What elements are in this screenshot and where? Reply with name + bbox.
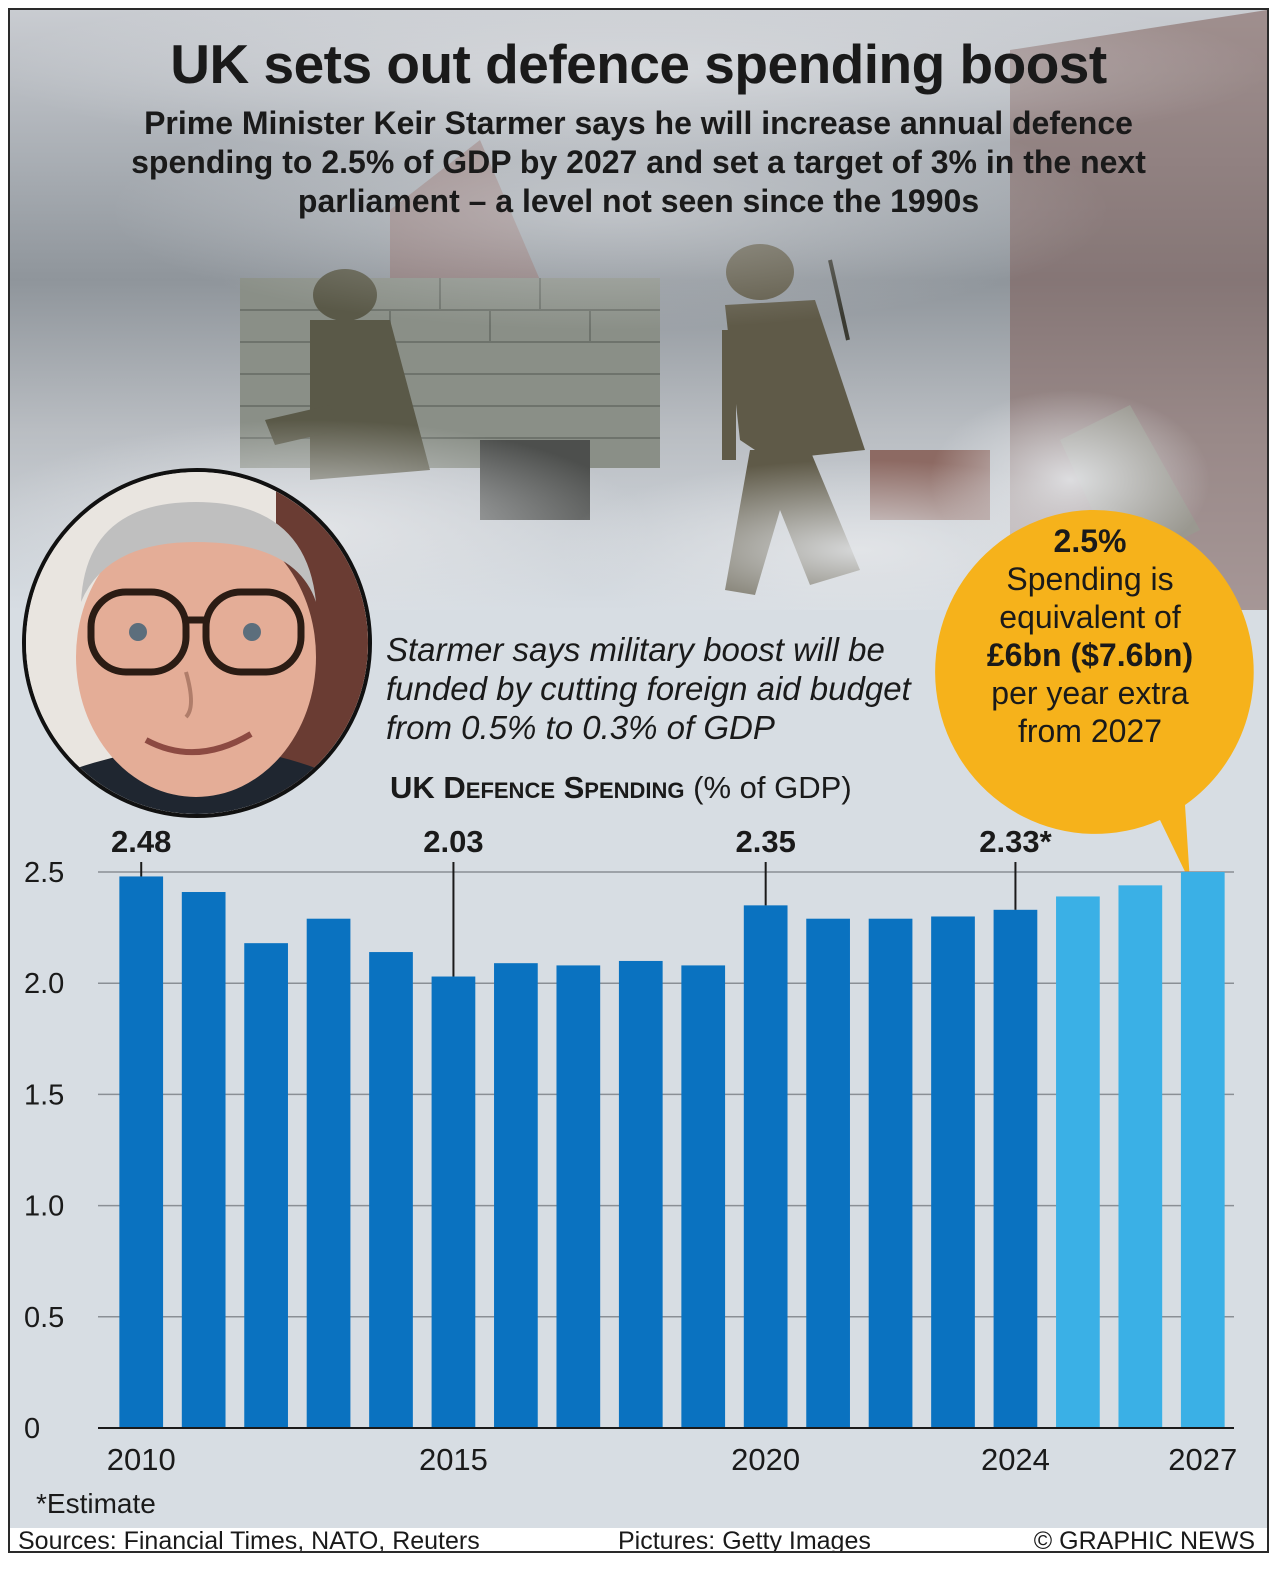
bar-2013 [306, 918, 351, 1428]
bar-2027 [1180, 872, 1225, 1428]
x-tick-label: 2015 [419, 1442, 488, 1477]
callout-line1: Spending is [1006, 561, 1174, 597]
x-tick-label: 2024 [981, 1442, 1050, 1477]
soldiers-photo-illustration [10, 10, 1267, 610]
callout-bubble [935, 509, 1254, 882]
bar-2014 [369, 952, 413, 1428]
callout-line3: per year extra [991, 675, 1189, 711]
y-tick-label: 1.5 [24, 1079, 64, 1111]
y-tick-label: 0.5 [24, 1302, 64, 1334]
callout-text: 2.5% Spending is equivalent of £6bn ($7.… [945, 522, 1235, 750]
x-tick-label: 2020 [731, 1442, 800, 1477]
starmer-portrait [22, 468, 372, 818]
estimate-note: *Estimate [36, 1488, 156, 1519]
data-label-2015: 2.03 [423, 824, 483, 859]
starmer-portrait-illustration [26, 472, 368, 814]
bar-2020 [743, 905, 788, 1428]
infographic-frame: UK sets out defence spending boost Prime… [8, 8, 1269, 1553]
bar-2011 [181, 892, 226, 1428]
bar-2012 [244, 943, 288, 1428]
bar-2019 [681, 965, 726, 1428]
bar-2022 [868, 918, 913, 1428]
chart-heading-main: UK Defence Spending [390, 770, 685, 805]
callout-value: 2.5% [1053, 523, 1127, 559]
y-tick-label: 2.5 [24, 857, 64, 889]
headline: UK sets out defence spending boost [170, 33, 1107, 95]
y-tick-label: 1.0 [24, 1191, 64, 1223]
funding-quote: Starmer says military boost will be fund… [386, 631, 911, 746]
bar-2010 [119, 876, 164, 1428]
callout-line4: from 2027 [1017, 713, 1163, 749]
graphic-news-credit: © GRAPHIC NEWS [1033, 1527, 1255, 1553]
data-label-2024: 2.33* [979, 824, 1052, 859]
chart-heading: UK Defence Spending (% of GDP) [390, 770, 852, 806]
chart-heading-unit: (% of GDP) [693, 770, 852, 805]
soldiers-photo [10, 10, 1267, 610]
subheadline: Prime Minister Keir Starmer says he will… [131, 105, 1146, 219]
x-tick-label: 2027 [1168, 1442, 1237, 1477]
y-tick-label: 2.0 [24, 968, 64, 1000]
x-tick-label: 2010 [107, 1442, 176, 1477]
bar-2023 [931, 916, 975, 1428]
callout-line2: equivalent of [999, 599, 1181, 635]
data-label-2010: 2.48 [111, 824, 171, 859]
bar-2018 [618, 960, 663, 1428]
data-label-2020: 2.35 [735, 824, 795, 859]
bar-2017 [556, 965, 601, 1428]
bar-2015 [431, 976, 476, 1428]
bar-2024 [993, 909, 1038, 1428]
footer: Sources: Financial Times, NATO, Reuters … [10, 1527, 1267, 1553]
bar-2025 [1056, 896, 1100, 1428]
callout-amount: £6bn ($7.6bn) [986, 637, 1194, 673]
bar-2021 [806, 918, 850, 1428]
bar-2026 [1118, 885, 1163, 1428]
sources-credit: Sources: Financial Times, NATO, Reuters [18, 1527, 480, 1553]
defence-spending-bar-chart: 0 0.5 1.0 1.5 2.0 2.5 2010 2015 2020 2024 2027 2.48… [24, 824, 1237, 1477]
pictures-credit: Pictures: Getty Images [618, 1527, 871, 1553]
y-tick-label: 0 [24, 1413, 40, 1445]
bar-2016 [494, 963, 538, 1428]
